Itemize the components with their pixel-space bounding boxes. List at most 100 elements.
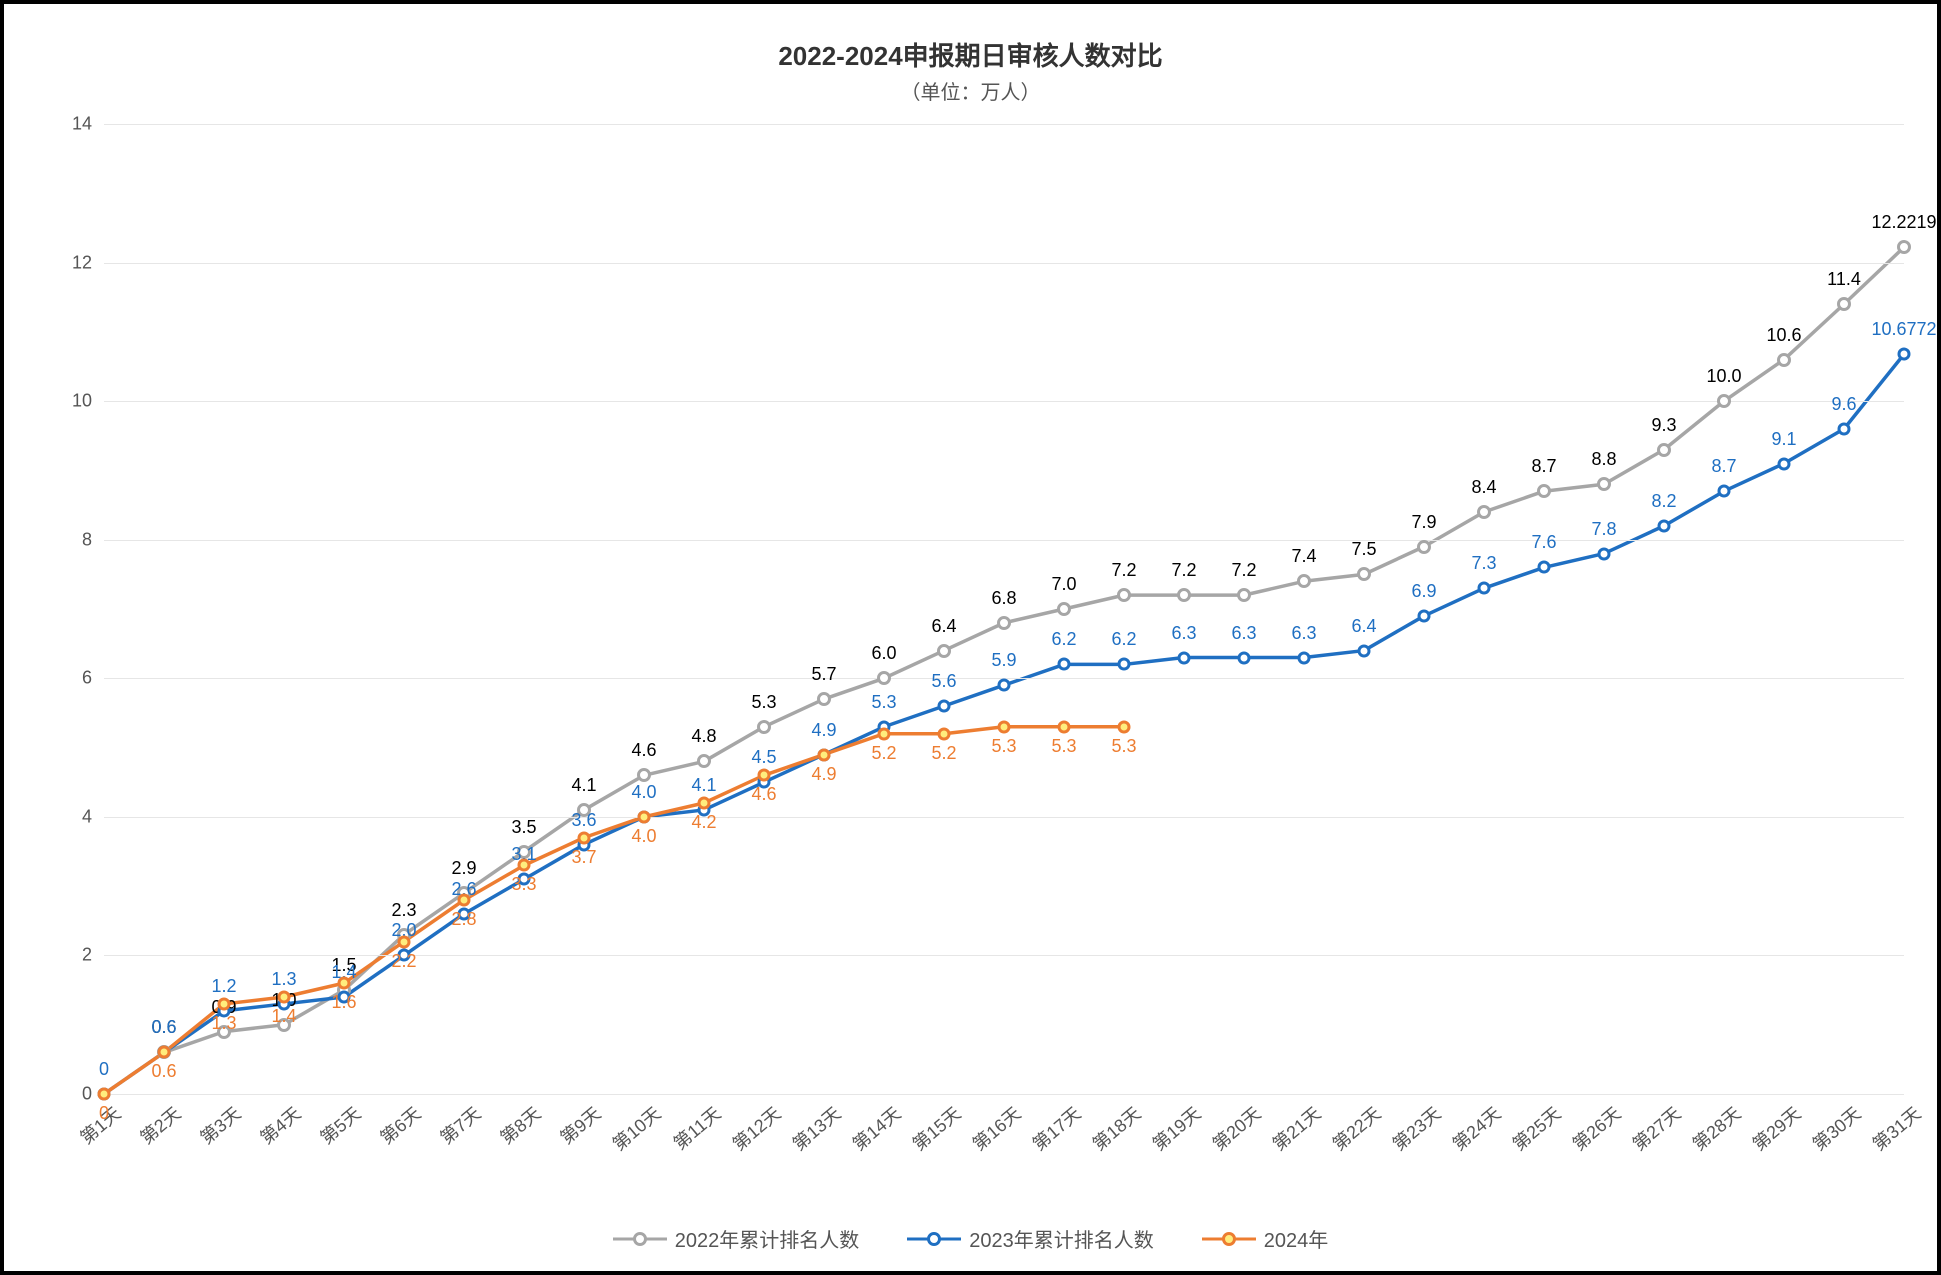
data-label-s2024: 2.2 xyxy=(391,951,416,972)
data-label-s2022: 8.8 xyxy=(1591,449,1616,470)
data-marker-s2024 xyxy=(518,859,531,872)
x-tick-label: 第30天 xyxy=(1806,1100,1866,1156)
legend-swatch-icon xyxy=(613,1231,667,1247)
data-marker-s2023 xyxy=(1358,644,1371,657)
data-marker-s2024 xyxy=(818,748,831,761)
data-marker-s2024 xyxy=(1058,720,1071,733)
y-tick-label: 12 xyxy=(72,252,104,273)
data-label-s2022: 2.3 xyxy=(391,900,416,921)
data-label-s2023: 6.9 xyxy=(1411,581,1436,602)
data-label-s2022: 3.5 xyxy=(511,817,536,838)
x-tick-label: 第24天 xyxy=(1446,1100,1506,1156)
data-label-s2023: 6.2 xyxy=(1111,629,1136,650)
x-tick-label: 第11天 xyxy=(667,1100,726,1155)
data-label-s2023: 8.2 xyxy=(1651,491,1676,512)
data-marker-s2022 xyxy=(1357,567,1371,581)
y-tick-label: 14 xyxy=(72,114,104,135)
data-label-s2023: 5.9 xyxy=(991,650,1016,671)
series-line-s2024 xyxy=(104,727,1124,1094)
data-label-s2023: 1.2 xyxy=(211,976,236,997)
data-marker-s2024 xyxy=(938,727,951,740)
data-label-s2024: 0.6 xyxy=(151,1061,176,1082)
data-label-s2022: 6.0 xyxy=(871,643,896,664)
data-marker-s2022 xyxy=(1897,240,1911,254)
data-marker-s2023 xyxy=(1058,658,1071,671)
plot-area: 02468101214第1天第2天第3天第4天第5天第6天第7天第8天第9天第1… xyxy=(104,124,1904,1094)
data-label-s2023: 4.5 xyxy=(751,747,776,768)
x-tick-label: 第16天 xyxy=(966,1100,1026,1156)
data-label-s2022: 5.7 xyxy=(811,664,836,685)
legend-item-s2023: 2023年累计排名人数 xyxy=(907,1224,1154,1253)
y-tick-label: 2 xyxy=(82,945,104,966)
data-label-s2023: 7.6 xyxy=(1531,532,1556,553)
data-label-s2022: 9.3 xyxy=(1651,415,1676,436)
data-label-s2024: 5.2 xyxy=(931,743,956,764)
gridline xyxy=(104,263,1904,264)
gridline xyxy=(104,1094,1904,1095)
data-marker-s2024 xyxy=(998,720,1011,733)
gridline xyxy=(104,124,1904,125)
data-marker-s2022 xyxy=(1837,297,1851,311)
x-tick-label: 第5天 xyxy=(314,1100,366,1149)
data-label-s2022: 7.5 xyxy=(1351,539,1376,560)
legend: 2022年累计排名人数2023年累计排名人数2024年 xyxy=(4,1224,1937,1253)
x-tick-label: 第20天 xyxy=(1206,1100,1266,1156)
data-label-s2023: 4.1 xyxy=(691,775,716,796)
data-label-s2024: 1.6 xyxy=(331,992,356,1013)
line-layer xyxy=(104,124,1904,1094)
data-marker-s2022 xyxy=(637,768,651,782)
data-label-s2024: 5.3 xyxy=(1051,736,1076,757)
data-label-s2024: 4.0 xyxy=(631,826,656,847)
data-marker-s2023 xyxy=(1718,485,1731,498)
data-marker-s2022 xyxy=(997,616,1011,630)
x-tick-label: 第13天 xyxy=(786,1100,846,1156)
data-label-s2022: 7.9 xyxy=(1411,512,1436,533)
data-marker-s2022 xyxy=(697,754,711,768)
x-tick-label: 第21天 xyxy=(1266,1100,1326,1156)
x-tick-label: 第18天 xyxy=(1086,1100,1146,1156)
data-marker-s2024 xyxy=(98,1088,111,1101)
data-marker-s2024 xyxy=(398,935,411,948)
data-label-s2022: 6.4 xyxy=(931,616,956,637)
data-marker-s2023 xyxy=(1658,519,1671,532)
data-marker-s2024 xyxy=(338,977,351,990)
data-label-s2024: 5.2 xyxy=(871,743,896,764)
gridline xyxy=(104,817,1904,818)
data-marker-s2023 xyxy=(1778,457,1791,470)
data-marker-s2024 xyxy=(698,797,711,810)
gridline xyxy=(104,401,1904,402)
data-marker-s2022 xyxy=(1597,477,1611,491)
x-tick-label: 第15天 xyxy=(906,1100,966,1156)
data-marker-s2023 xyxy=(938,700,951,713)
data-marker-s2024 xyxy=(1118,720,1131,733)
data-marker-s2024 xyxy=(578,831,591,844)
data-marker-s2023 xyxy=(1178,651,1191,664)
data-label-s2022: 4.6 xyxy=(631,740,656,761)
x-tick-label: 第19天 xyxy=(1146,1100,1206,1156)
data-label-s2023: 6.2 xyxy=(1051,629,1076,650)
chart-subtitle: （单位：万人） xyxy=(4,76,1937,105)
legend-label: 2023年累计排名人数 xyxy=(969,1224,1154,1253)
data-label-s2022: 12.2219 xyxy=(1871,212,1936,233)
x-tick-label: 第28天 xyxy=(1686,1100,1746,1156)
data-marker-s2023 xyxy=(1838,422,1851,435)
data-label-s2024: 3.7 xyxy=(571,847,596,868)
data-label-s2024: 4.2 xyxy=(691,812,716,833)
data-marker-s2022 xyxy=(1177,588,1191,602)
data-marker-s2022 xyxy=(1537,484,1551,498)
data-marker-s2024 xyxy=(218,997,231,1010)
data-marker-s2023 xyxy=(1418,609,1431,622)
data-label-s2023: 5.3 xyxy=(871,692,896,713)
chart-container: 2022-2024申报期日审核人数对比 （单位：万人） 02468101214第… xyxy=(0,0,1941,1275)
data-label-s2023: 8.7 xyxy=(1711,456,1736,477)
data-label-s2023: 4.0 xyxy=(631,782,656,803)
data-marker-s2022 xyxy=(1657,443,1671,457)
data-marker-s2022 xyxy=(1297,574,1311,588)
legend-item-s2024: 2024年 xyxy=(1202,1224,1329,1253)
data-label-s2022: 8.4 xyxy=(1471,477,1496,498)
data-label-s2023: 6.3 xyxy=(1231,623,1256,644)
data-marker-s2024 xyxy=(458,894,471,907)
x-tick-label: 第27天 xyxy=(1626,1100,1686,1156)
data-marker-s2023 xyxy=(998,679,1011,692)
data-label-s2024: 5.3 xyxy=(991,736,1016,757)
